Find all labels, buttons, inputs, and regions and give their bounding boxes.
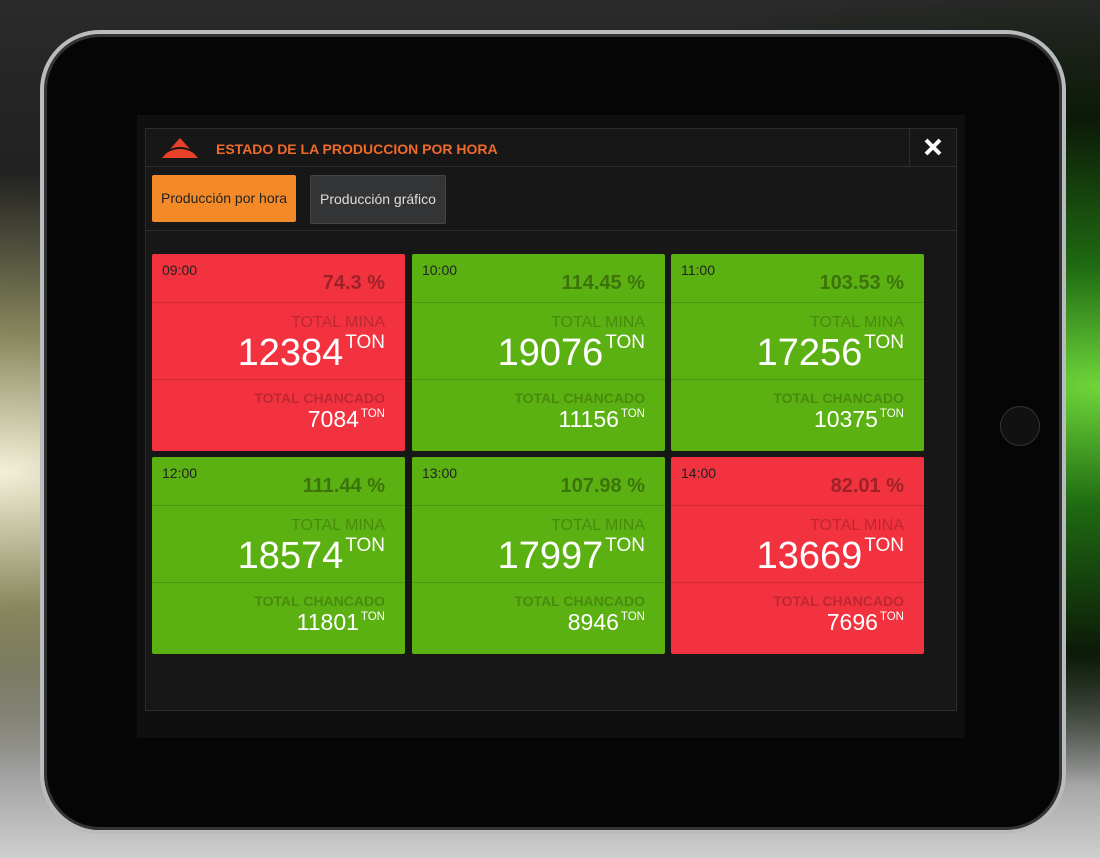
unit: TON — [864, 332, 904, 353]
label: TOTAL MINA — [551, 517, 645, 534]
percent: 82.01 % — [830, 475, 904, 497]
label: TOTAL MINA — [551, 314, 645, 331]
unit: TON — [605, 332, 645, 353]
label: TOTAL CHANCADO — [514, 593, 645, 609]
percent: 111.44 % — [302, 475, 385, 497]
divider — [152, 379, 405, 380]
tab[interactable]: Producción gráfico — [310, 175, 446, 224]
unit: TON — [345, 535, 385, 556]
header: ESTADO DE LA PRODUCCION POR HORA — [146, 129, 956, 167]
value-row: 7696 TON — [827, 609, 904, 636]
value-row: 12384 TON — [238, 332, 385, 375]
home-button[interactable] — [1000, 406, 1040, 446]
value-row: 19076 TON — [498, 332, 645, 375]
unit: TON — [620, 610, 645, 623]
unit: TON — [620, 407, 645, 420]
chancado-value: 11801 — [296, 609, 359, 635]
divider — [671, 505, 924, 506]
unit: TON — [879, 610, 904, 623]
unit: TON — [345, 332, 385, 353]
divider — [152, 505, 405, 506]
label: TOTAL MINA — [810, 314, 904, 331]
tab[interactable]: Producción por hora — [152, 175, 297, 222]
mina-value: 12384 — [237, 332, 344, 375]
value-row: 7084 TON — [308, 406, 385, 433]
value-row: 18574 TON — [238, 535, 385, 578]
divider — [152, 582, 405, 583]
divider — [671, 582, 924, 583]
percent: 74.3 % — [322, 272, 385, 294]
label: TOTAL CHANCADO — [254, 390, 385, 406]
unit: TON — [605, 535, 645, 556]
logo — [162, 138, 198, 158]
hour: 13:00 — [422, 465, 458, 481]
label: TOTAL CHANCADO — [514, 390, 645, 406]
value-row: 17256 TON — [757, 332, 904, 375]
divider — [412, 582, 665, 583]
hour: 14:00 — [681, 465, 717, 481]
unit: TON — [864, 535, 904, 556]
chancado-value: 7696 — [826, 609, 878, 635]
divider — [412, 505, 665, 506]
percent: 103.53 % — [819, 272, 904, 294]
value-row: 8946 TON — [568, 609, 645, 636]
hour: 11:00 — [681, 262, 715, 278]
value-row: 11801 TON — [297, 609, 385, 636]
value-row: 17997 TON — [498, 535, 645, 578]
value-row: 13669 TON — [757, 535, 904, 578]
unit: TON — [360, 407, 385, 420]
divider — [146, 230, 956, 231]
hour: 10:00 — [422, 262, 458, 278]
label: TOTAL CHANCADO — [773, 593, 904, 609]
label: TOTAL MINA — [291, 517, 385, 534]
mina-value: 17997 — [497, 535, 604, 578]
chancado-value: 7084 — [307, 406, 359, 432]
production-card: 10:00 114.45 % TOTAL MINA 19076 TON TOTAL CHA… — [412, 254, 665, 451]
divider — [412, 379, 665, 380]
value-row: 10375 TON — [814, 406, 904, 433]
chancado-value: 10375 — [813, 406, 878, 432]
production-card: 14:00 82.01 % TOTAL MINA 13669 TON TOTAL CHAN… — [671, 457, 924, 654]
unit: TON — [360, 610, 385, 623]
label: TOTAL CHANCADO — [773, 390, 904, 406]
divider — [412, 302, 665, 303]
label: TOTAL MINA — [810, 517, 904, 534]
hour: 09:00 — [162, 262, 198, 278]
chancado-value: 11156 — [558, 406, 619, 432]
percent: 114.45 % — [561, 272, 645, 294]
production-card: 13:00 107.98 % TOTAL MINA 17997 TON TOTAL CHA… — [412, 457, 665, 654]
value-row: 11156 TON — [558, 406, 645, 433]
close-button[interactable] — [909, 129, 956, 166]
hour: 12:00 — [162, 465, 198, 481]
title: ESTADO DE LA PRODUCCION POR HORA — [216, 141, 498, 157]
divider — [152, 302, 405, 303]
label: TOTAL CHANCADO — [254, 593, 385, 609]
divider — [671, 302, 924, 303]
production-card: 11:00 103.53 % TOTAL MINA 17256 TON TOTAL CHA… — [671, 254, 924, 451]
chancado-value: 8946 — [567, 609, 619, 635]
mina-value: 18574 — [237, 535, 344, 578]
percent: 107.98 % — [560, 475, 645, 497]
mina-value: 13669 — [756, 535, 863, 578]
mina-value: 17256 — [756, 332, 863, 375]
mina-value: 19076 — [497, 332, 604, 375]
production-card: 09:00 74.3 % TOTAL MINA 12384 TON TOTAL CHANC… — [152, 254, 405, 451]
production-card: 12:00 111.44 % TOTAL MINA 18574 TON TOTAL CHA… — [152, 457, 405, 654]
unit: TON — [879, 407, 904, 420]
divider — [671, 379, 924, 380]
label: TOTAL MINA — [291, 314, 385, 331]
